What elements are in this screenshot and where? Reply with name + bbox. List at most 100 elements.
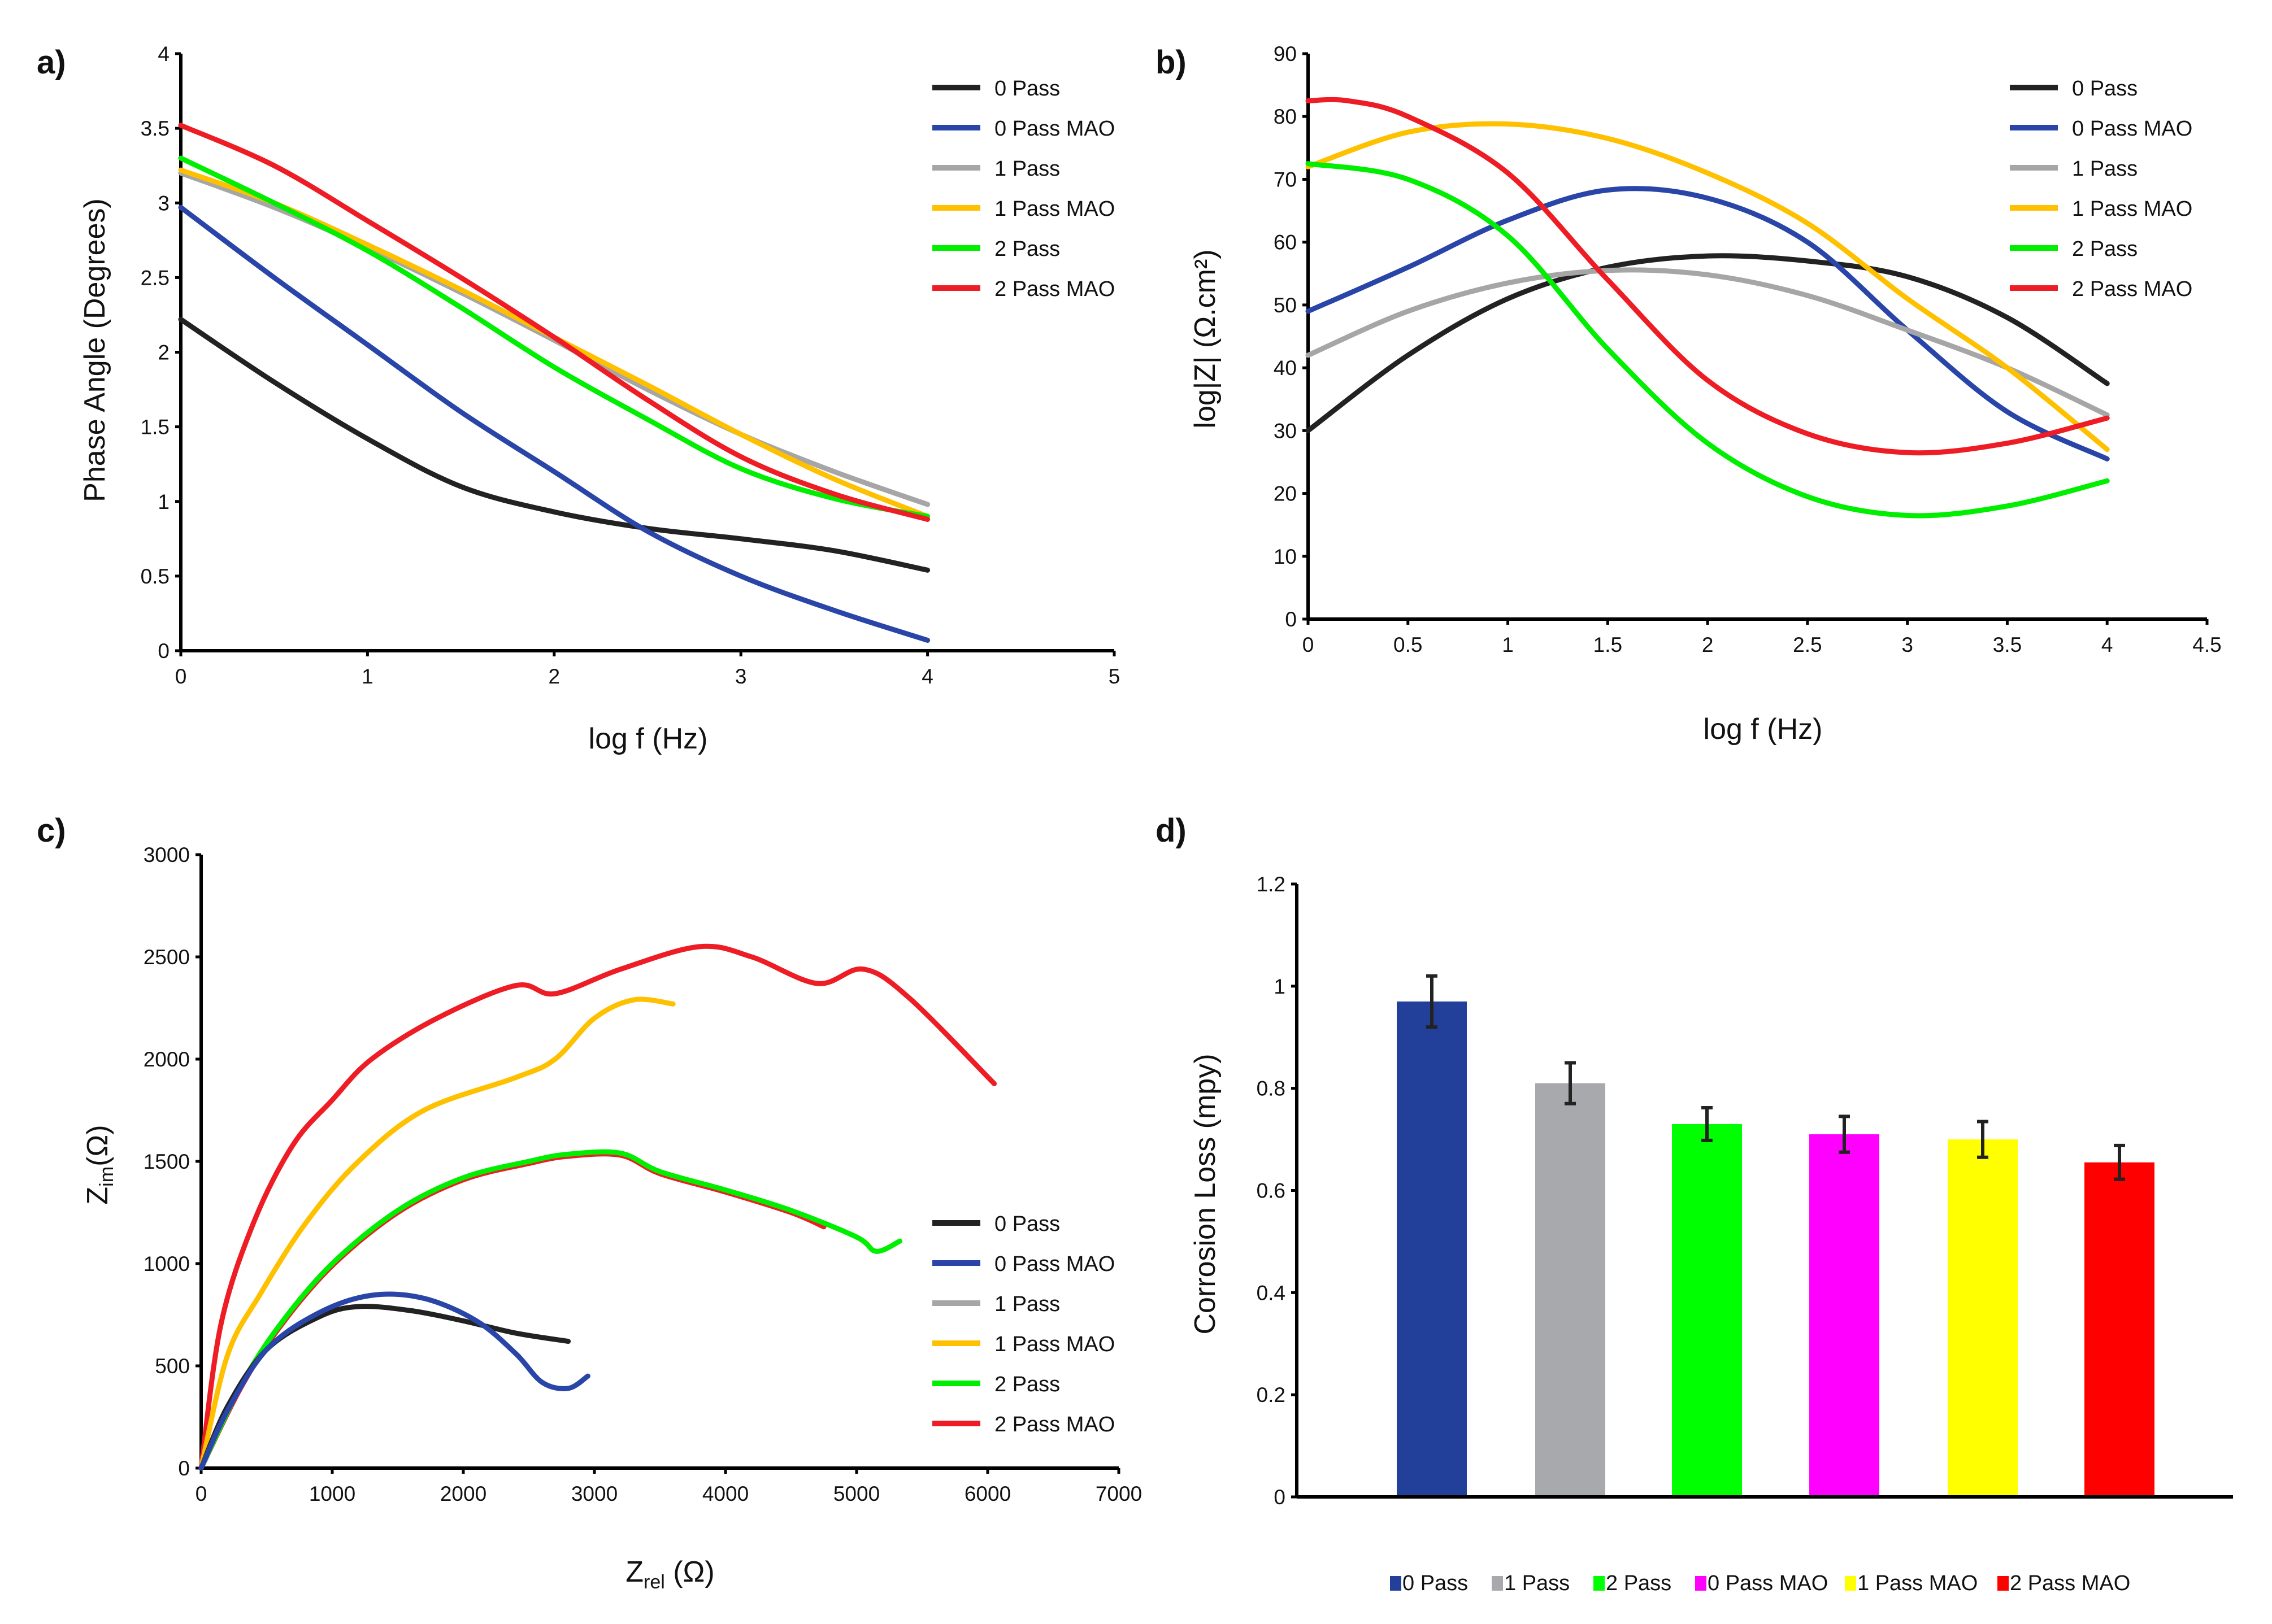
legend-label: 2 Pass [2072,237,2138,261]
x-tick-label: 1.5 [1593,633,1622,656]
legend-swatch [1845,1576,1856,1591]
y-label-main: Z [81,1187,114,1205]
legend-label: 1 Pass [2072,157,2138,181]
x-tick-label: 1000 [309,1482,355,1505]
panel-label: c) [37,812,66,849]
y-tick-label: 0.4 [1257,1281,1285,1304]
y-tick-label: 0.8 [1257,1077,1285,1100]
y-tick-label: 0.2 [1257,1383,1285,1407]
y-tick-label: 3.5 [141,117,170,140]
x-label-part: (Ω) [665,1556,715,1588]
legend-label: 2 Pass MAO [2072,277,2192,301]
bar-1-pass [1535,1083,1605,1495]
legend-label: 0 Pass MAO [1708,1571,1828,1595]
x-tick-label: 1 [362,665,373,688]
y-tick-label: 30 [1274,419,1297,442]
legend: 0 Pass 1 Pass 2 Pass 0 Pass MAO 1 Pass MAO 2 … [1390,1571,2130,1595]
y-tick-label: 70 [1274,168,1297,191]
series-line-0-pass-mao [198,1291,590,1471]
legend-swatch [1492,1576,1503,1591]
y-tick-label: 0 [1285,608,1297,631]
y-tick-label: 2500 [144,946,190,969]
x-tick-label: 5 [1109,665,1120,688]
x-tick-label: 3 [735,665,747,688]
x-tick-label: 4.5 [2192,633,2221,656]
y-tick-label: 2000 [144,1048,190,1071]
legend-label: 1 Pass MAO [994,1333,1115,1356]
series-line-2-pass [178,155,931,519]
legend: 0 Pass 0 Pass MAO 1 Pass 1 Pass MAO 2 Pass 2 … [2010,77,2192,301]
y-tick-label: 4 [158,42,170,66]
legend-label: 2 Pass MAO [994,277,1115,301]
x-tick-label: 0 [196,1482,207,1505]
series-line-0-pass-mao [1305,186,2110,461]
legend-label: 2 Pass [994,1373,1060,1396]
y-tick-label: 40 [1274,356,1297,380]
legend-label: 0 Pass [2072,77,2138,101]
y-tick-label: 500 [155,1355,190,1378]
panel-label: d) [1155,812,1187,849]
legend-swatch [1695,1576,1706,1591]
legend-label: 0 Pass [994,77,1060,101]
y-tick-label: 50 [1274,294,1297,317]
x-tick-label: 4000 [702,1482,749,1505]
x-axis-label: Zrel (Ω) [625,1556,715,1593]
legend-label: 0 Pass [994,1212,1060,1236]
x-axis-label: log f (Hz) [589,722,708,755]
y-axis-label: Corrosion Loss (mpy) [1189,1053,1222,1334]
panel-b: b) 0 10 20 30 40 50 60 70 80 90 log|Z| (Ω.cm²) 0 0.5 1… [1155,42,2222,746]
x-tick-label: 2000 [440,1482,486,1505]
legend-swatch [1593,1576,1605,1591]
legend-label: 0 Pass MAO [2072,117,2192,141]
legend-label: 2 Pass [994,237,1060,261]
x-axis-label: log f (Hz) [1704,713,1823,746]
legend-label: 0 Pass MAO [994,117,1115,141]
x-label-part: Z [625,1556,644,1588]
legend-label: 1 Pass MAO [1857,1571,1978,1595]
series-line-2-pass-mao [178,123,931,522]
x-tick-label: 0 [1302,633,1314,656]
bar-2-pass [1672,1124,1742,1495]
x-tick-label: 2 [549,665,561,688]
x-tick-label: 6000 [965,1482,1011,1505]
legend-label: 1 Pass MAO [2072,197,2192,221]
series-line-1-pass-mao [198,996,676,1471]
bar-2-pass-mao [2084,1162,2154,1495]
y-tick-label: 10 [1274,545,1297,568]
y-tick-label: 80 [1274,105,1297,128]
panel-label: a) [37,44,66,81]
y-tick-label: 1 [158,490,170,513]
y-tick-label: 3000 [144,843,190,867]
series-line-unlabeled [198,1151,827,1471]
x-tick-label: 4 [922,665,933,688]
x-tick-label: 5000 [833,1482,880,1505]
legend-label: 2 Pass MAO [2010,1571,2130,1595]
series-line-0-pass [198,1304,571,1471]
y-tick-label: 1.5 [141,416,170,439]
x-tick-label: 2.5 [1793,633,1822,656]
y-tick-label: 90 [1274,42,1297,66]
series-line-0-pass [1305,253,2110,433]
panel-d: d) 0 0.2 0.4 0.6 0.8 1 1.2 Corrosion Loss (mpy) 0… [1155,812,2233,1595]
y-tick-label: 1000 [144,1252,190,1275]
legend-label: 2 Pass MAO [994,1413,1115,1436]
x-tick-label: 1 [1502,633,1514,656]
bar-0-pass-mao [1809,1134,1879,1495]
x-tick-label: 3.5 [1993,633,2022,656]
series-line-1-pass [1305,267,2110,418]
y-tick-label: 0 [158,639,170,663]
legend-label: 0 Pass [1402,1571,1468,1595]
y-tick-label: 0.6 [1257,1179,1285,1203]
x-tick-label: 3000 [571,1482,618,1505]
series-line-2-pass [1305,161,2110,519]
y-tick-label: 2.5 [141,266,170,289]
y-tick-label: 3 [158,191,170,215]
y-tick-label: 0 [1274,1486,1285,1509]
legend-label: 1 Pass MAO [994,197,1115,221]
legend-label: 2 Pass [1606,1571,1671,1595]
x-tick-label: 0.5 [1393,633,1422,656]
legend-label: 1 Pass [994,1292,1060,1316]
x-tick-label: 0 [175,665,187,688]
